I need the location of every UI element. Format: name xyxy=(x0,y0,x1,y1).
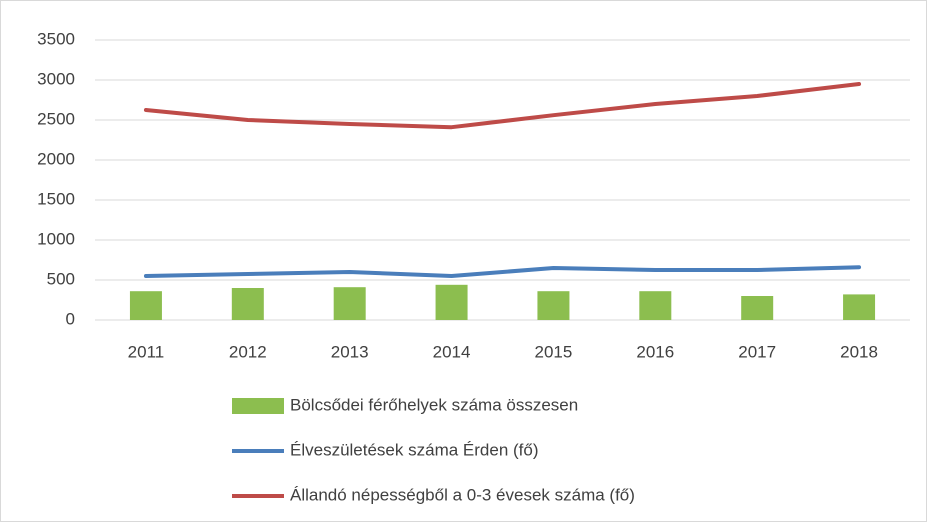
legend-label: Bölcsődei férőhelyek száma összesen xyxy=(290,395,578,414)
bar xyxy=(435,284,468,320)
y-tick-label: 3500 xyxy=(37,29,75,48)
bar xyxy=(231,288,264,320)
y-tick-label: 3000 xyxy=(37,69,75,88)
line-series xyxy=(143,82,862,130)
x-tick-label: 2015 xyxy=(535,342,573,361)
line-series xyxy=(143,265,862,278)
bar xyxy=(639,291,672,320)
x-tick-label: 2014 xyxy=(433,342,471,361)
y-tick-label: 2500 xyxy=(37,109,75,128)
bar xyxy=(333,287,366,320)
bar xyxy=(129,291,162,320)
y-tick-label: 0 xyxy=(66,309,75,328)
x-tick-label: 2017 xyxy=(738,342,776,361)
x-tick-label: 2018 xyxy=(840,342,878,361)
x-tick-label: 2011 xyxy=(128,342,165,361)
legend-swatch xyxy=(232,398,284,414)
bar xyxy=(537,291,570,320)
y-tick-label: 1500 xyxy=(37,189,75,208)
y-tick-label: 1000 xyxy=(37,229,75,248)
y-tick-label: 500 xyxy=(47,269,75,288)
legend-label: Állandó népességből a 0-3 évesek száma (… xyxy=(290,485,635,504)
bar xyxy=(741,296,774,320)
x-tick-label: 2012 xyxy=(229,342,267,361)
legend-label: Élveszületések száma Érden (fő) xyxy=(290,440,539,459)
x-tick-label: 2016 xyxy=(636,342,674,361)
y-tick-label: 2000 xyxy=(37,149,75,168)
bar xyxy=(843,294,876,320)
x-tick-label: 2013 xyxy=(331,342,369,361)
